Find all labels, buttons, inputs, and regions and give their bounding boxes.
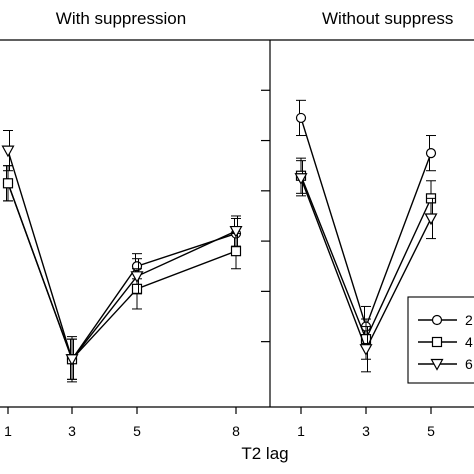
x-axis-ticks-right: 1 3 5	[297, 407, 435, 439]
x-axis-title: T2 lag	[241, 444, 288, 463]
plot-right	[294, 99, 438, 373]
x-tick-label: 1	[4, 423, 12, 439]
data-point-triangle	[130, 271, 144, 284]
data-point-triangle	[359, 344, 373, 356]
data-point-triangle	[1, 145, 15, 158]
y-axis-ticks-right	[261, 89, 270, 343]
panel-title-with-suppression: With suppression	[56, 9, 186, 28]
x-tick-label: 3	[362, 423, 370, 439]
legend-marker-circle	[431, 314, 443, 326]
data-point-triangle	[65, 354, 79, 366]
series-line-triangle	[7, 150, 237, 361]
x-tick-label: 1	[297, 423, 305, 439]
x-tick-label: 3	[68, 423, 76, 439]
data-point-square	[131, 283, 143, 294]
legend: 2 4 6	[407, 296, 474, 384]
legend-marker-triangle	[430, 358, 444, 371]
panel-without-suppression: Without suppress 1 3 5	[261, 9, 453, 439]
series-line-square	[7, 183, 237, 361]
series-line-circle	[7, 183, 237, 361]
data-point-triangle	[424, 213, 438, 226]
data-point-square	[230, 246, 242, 257]
series-line-circle	[300, 117, 432, 329]
x-tick-label: 8	[232, 423, 240, 439]
data-point-square	[2, 178, 14, 189]
data-point-triangle	[294, 173, 308, 185]
legend-marker-square	[431, 336, 443, 348]
legend-label: 2	[465, 312, 473, 328]
legend-items: 2 4 6	[418, 312, 473, 372]
panel-with-suppression: With suppression 1 3 5 8	[0, 9, 474, 439]
x-tick-label: 5	[427, 423, 435, 439]
panel-title-without-suppression: Without suppress	[322, 9, 453, 28]
data-point-circle	[425, 148, 437, 159]
data-point-circle	[295, 112, 307, 124]
plot-left	[1, 129, 243, 383]
legend-label: 4	[465, 334, 473, 350]
data-point-triangle	[229, 225, 243, 238]
legend-label: 6	[465, 356, 473, 372]
x-axis-ticks-left: 1 3 5 8	[4, 407, 240, 439]
x-tick-label: 5	[133, 423, 141, 439]
